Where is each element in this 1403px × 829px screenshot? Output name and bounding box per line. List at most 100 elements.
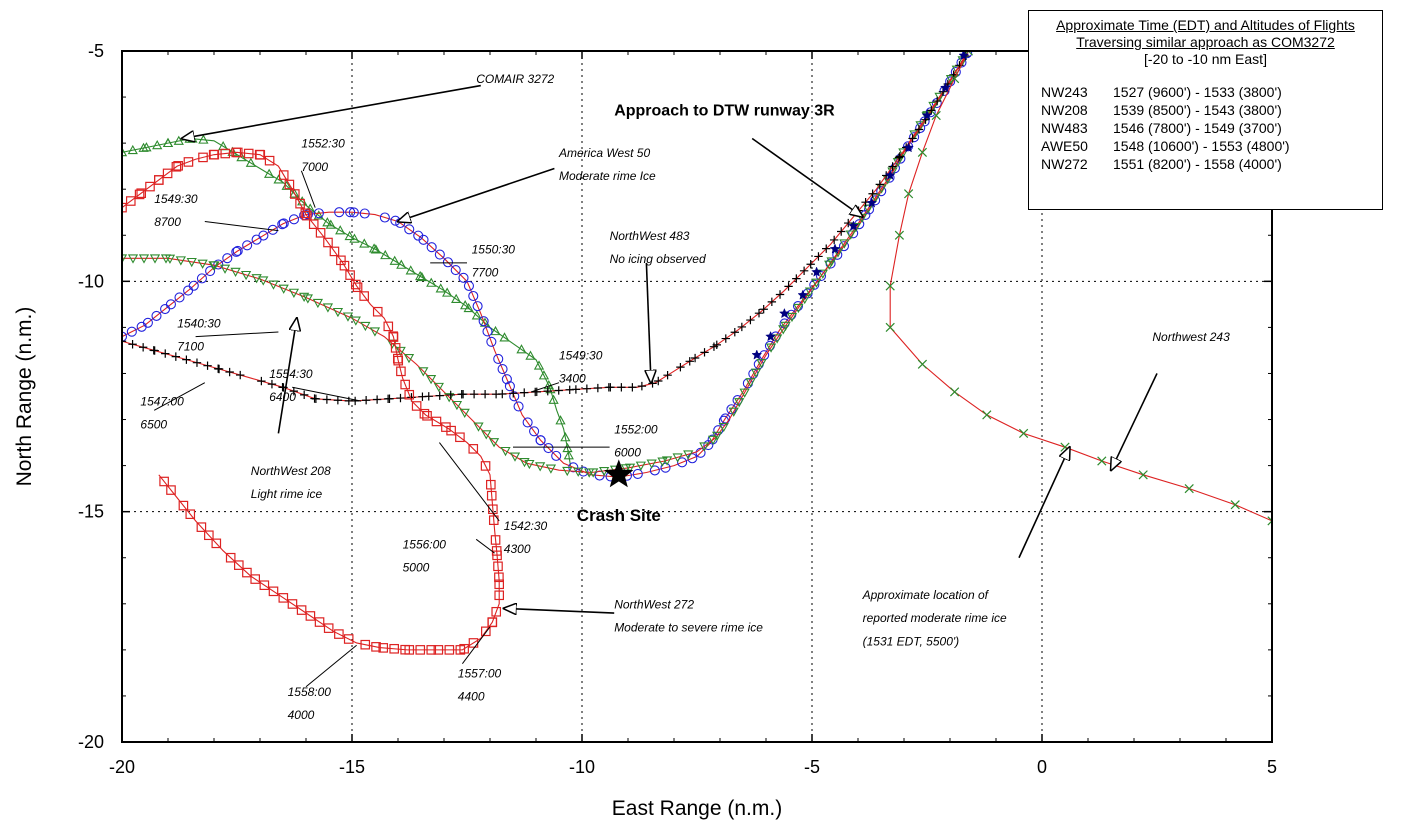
track-point: [885, 322, 895, 333]
track-point: [378, 643, 389, 653]
track-point: [299, 390, 309, 400]
track-point: [804, 287, 816, 297]
track-point: [416, 271, 427, 282]
track-nw208: [122, 51, 969, 478]
track-point: [380, 249, 391, 260]
track-point: [323, 237, 333, 248]
track-point: [314, 617, 325, 627]
annotation-text: Moderate to severe rime ice: [614, 620, 763, 634]
track-point: [837, 227, 846, 236]
track-point: [868, 189, 877, 198]
annotation-text: 1558:00: [288, 685, 332, 699]
track-point: [463, 280, 475, 291]
track-point: [258, 230, 269, 241]
track-point: [488, 515, 499, 526]
annotation-text: America West 50: [558, 146, 650, 160]
track-point: [334, 629, 344, 639]
annotation-arrow: [277, 318, 296, 434]
track-point: [385, 394, 394, 403]
annotation-text: 8700: [154, 215, 181, 229]
track-point: [122, 331, 128, 342]
track-nw483-stars: [751, 51, 970, 360]
track-point: [628, 383, 637, 392]
track-point: [468, 290, 479, 302]
legend-row: NW208 1539 (8500') - 1543 (3800'): [1041, 101, 1382, 119]
track-point: [257, 376, 266, 386]
track-com3272: [122, 133, 574, 466]
track-point: [786, 312, 798, 323]
track-point: [141, 142, 152, 152]
track-point: [811, 278, 822, 288]
track-point: [250, 574, 260, 584]
track-point: [734, 398, 745, 408]
track-point: [335, 225, 346, 235]
track-point: [494, 572, 504, 583]
track-point: [728, 407, 739, 417]
annotation-text: 1557:00: [458, 667, 502, 681]
track-point: [806, 260, 815, 269]
track-point: [504, 381, 515, 392]
track-point: [240, 270, 252, 281]
track-point: [183, 157, 194, 167]
track-point: [480, 461, 491, 471]
track-line: [122, 151, 500, 651]
track-point: [876, 186, 887, 197]
track-point: [368, 243, 380, 253]
track-point: [295, 198, 305, 209]
track-point: [281, 180, 292, 190]
track-point: [593, 383, 603, 393]
track-point: [765, 330, 777, 342]
track-point: [122, 337, 127, 346]
track-point: [721, 334, 730, 343]
track-point: [264, 155, 275, 166]
annotation-text: 6400: [269, 390, 296, 404]
annotation-text: 1549:30: [154, 192, 198, 206]
track-point: [1138, 470, 1148, 480]
track-point: [903, 189, 914, 199]
track-point: [746, 315, 755, 325]
track-point: [1097, 456, 1107, 466]
track-point: [164, 254, 176, 264]
track-point: [264, 168, 275, 178]
track-point: [451, 293, 462, 303]
track-point: [245, 157, 256, 167]
legend-title-line-3: [-20 to -10 nm East]: [1144, 51, 1267, 67]
track-point: [646, 459, 657, 469]
track-point: [305, 203, 316, 213]
track-point: [468, 444, 479, 454]
track-point: [323, 623, 334, 633]
track-point: [451, 400, 463, 411]
track-point: [198, 152, 208, 163]
track-point: [198, 134, 209, 144]
track-point: [488, 438, 500, 448]
track-point: [458, 389, 468, 399]
track-point: [122, 254, 128, 264]
track-point: [424, 392, 433, 401]
track-point: [767, 297, 777, 307]
legend-rows: NW243 1527 (9600') - 1533 (3800') NW208 15…: [1029, 83, 1382, 173]
track-point: [278, 218, 289, 229]
track-point: [348, 207, 359, 218]
track-point: [499, 332, 510, 342]
track-point: [403, 353, 415, 364]
track-point: [657, 457, 668, 467]
track-point: [166, 485, 176, 495]
annotations: Crash Site Approach to DTW runway 3R COMAI…: [140, 72, 1230, 722]
legend-times: 1548 (10600') - 1553 (4800'): [1113, 138, 1290, 154]
track-point: [186, 257, 197, 268]
track-point: [481, 626, 491, 637]
track-point: [661, 456, 673, 466]
track-point: [555, 415, 566, 425]
track-point: [458, 272, 469, 283]
track-point: [726, 404, 737, 415]
track-point: [718, 422, 729, 433]
track-point: [707, 435, 719, 446]
track-point: [516, 344, 527, 354]
label-leader: [475, 538, 495, 554]
track-point: [551, 450, 562, 461]
label-leader: [153, 382, 206, 411]
track-point: [325, 219, 336, 229]
track-point: [426, 242, 437, 253]
track-point: [159, 476, 169, 487]
track-point: [459, 408, 470, 418]
